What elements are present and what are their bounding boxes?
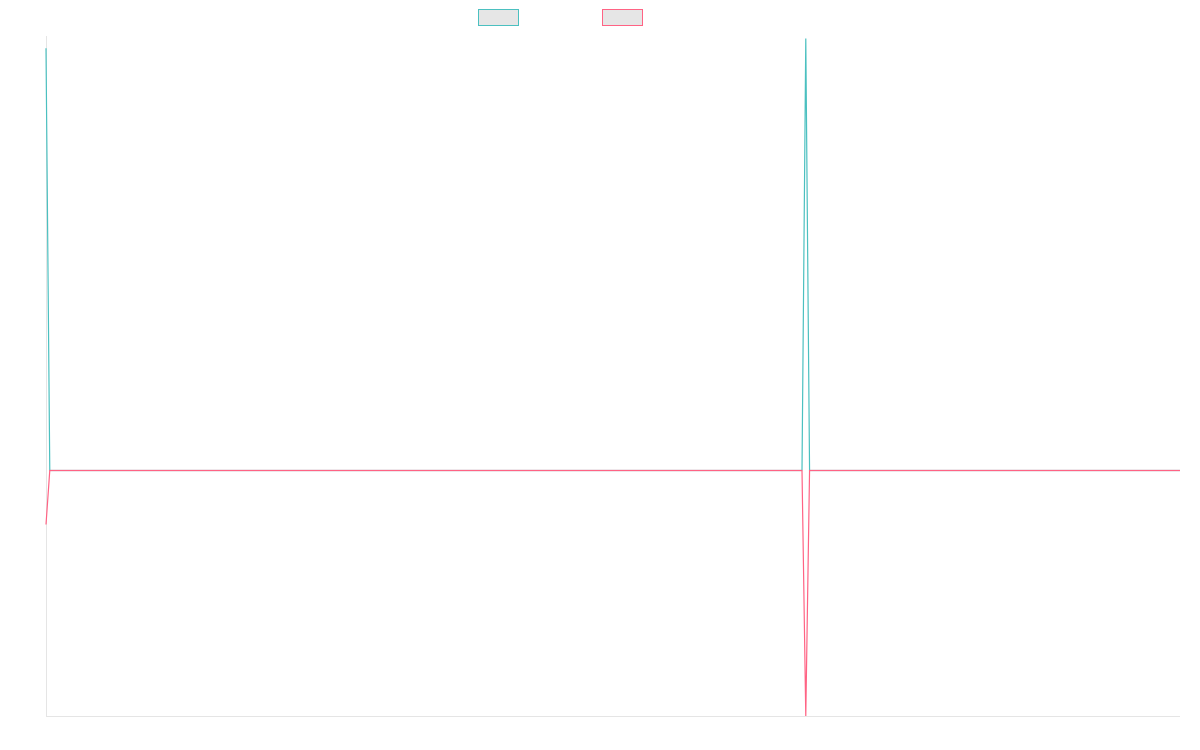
legend-swatch: [478, 9, 519, 26]
legend-swatch: [602, 9, 643, 26]
series-line: [45, 38, 1180, 472]
series-line: [45, 469, 1180, 717]
